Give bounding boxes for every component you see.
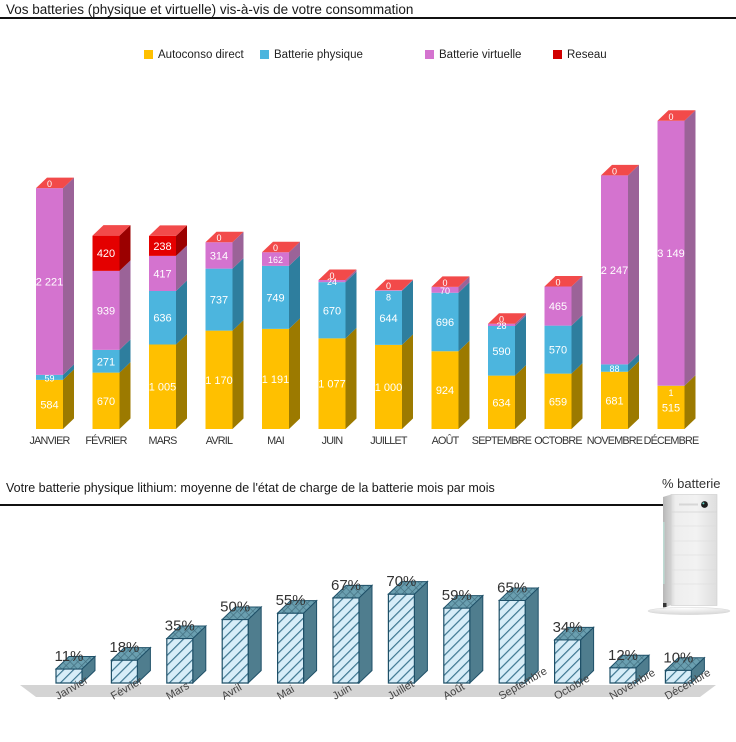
svg-text:% batterie: % batterie [662, 476, 721, 491]
